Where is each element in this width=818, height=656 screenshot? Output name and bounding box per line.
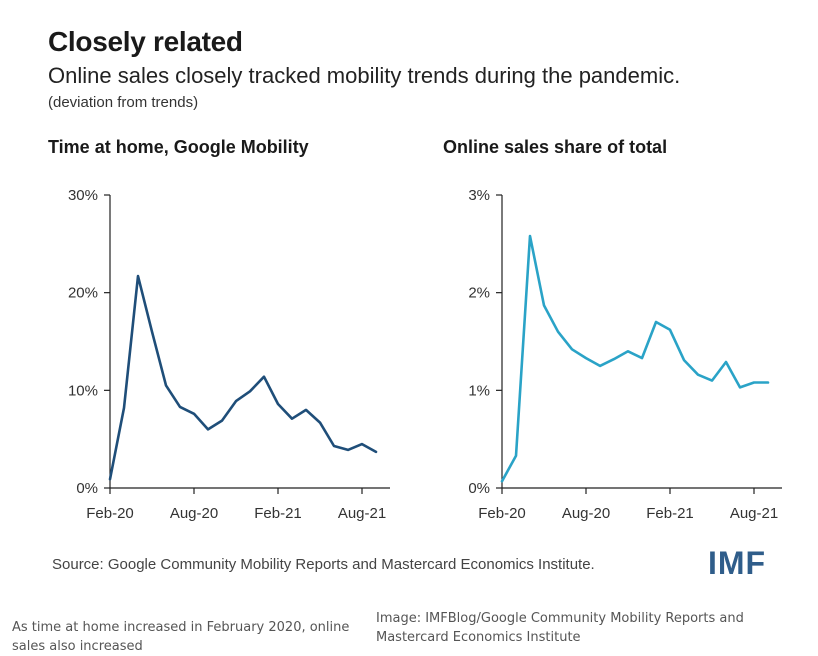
y-tick-label: 30%: [68, 187, 98, 204]
chart-note: (deviation from trends): [48, 94, 199, 111]
x-tick-label: Aug-21: [338, 505, 386, 522]
x-tick-label: Feb-21: [646, 505, 694, 522]
y-tick-label: 10%: [68, 382, 98, 399]
y-tick-label: 0%: [76, 480, 98, 497]
x-tick-label: Feb-20: [86, 505, 134, 522]
x-tick-label: Aug-20: [170, 505, 218, 522]
image-caption: As time at home increased in February 20…: [12, 620, 350, 654]
x-tick-label: Feb-21: [254, 505, 302, 522]
chart-subtitle: Online sales closely tracked mobility tr…: [48, 63, 681, 88]
y-tick-label: 0%: [468, 480, 490, 497]
online-sales-chart: 0% 1% 2% 3% Feb-20 Aug-20 Feb-21 Aug-21: [468, 187, 782, 522]
series-line: [108, 274, 378, 481]
x-tick-label: Aug-20: [562, 505, 610, 522]
y-tick-label: 2%: [468, 285, 490, 302]
image-credit: Image: IMFBlog/Google Community Mobility…: [376, 611, 744, 645]
chart-title: Closely related: [48, 26, 243, 57]
y-tick-label: 3%: [468, 187, 490, 204]
source-note: Source: Google Community Mobility Report…: [52, 556, 595, 573]
x-tick-label: Aug-21: [730, 505, 778, 522]
x-tick-label: Feb-20: [478, 505, 526, 522]
time-at-home-chart: 0% 10% 20% 30% Feb-20 Aug-20 Feb-21 Aug-21: [68, 187, 390, 522]
imf-logo: IMF: [708, 545, 767, 581]
y-tick-label: 1%: [468, 382, 490, 399]
series-line: [500, 234, 770, 483]
right-panel-title: Online sales share of total: [443, 137, 668, 157]
left-panel-title: Time at home, Google Mobility: [48, 137, 309, 157]
y-tick-label: 20%: [68, 285, 98, 302]
